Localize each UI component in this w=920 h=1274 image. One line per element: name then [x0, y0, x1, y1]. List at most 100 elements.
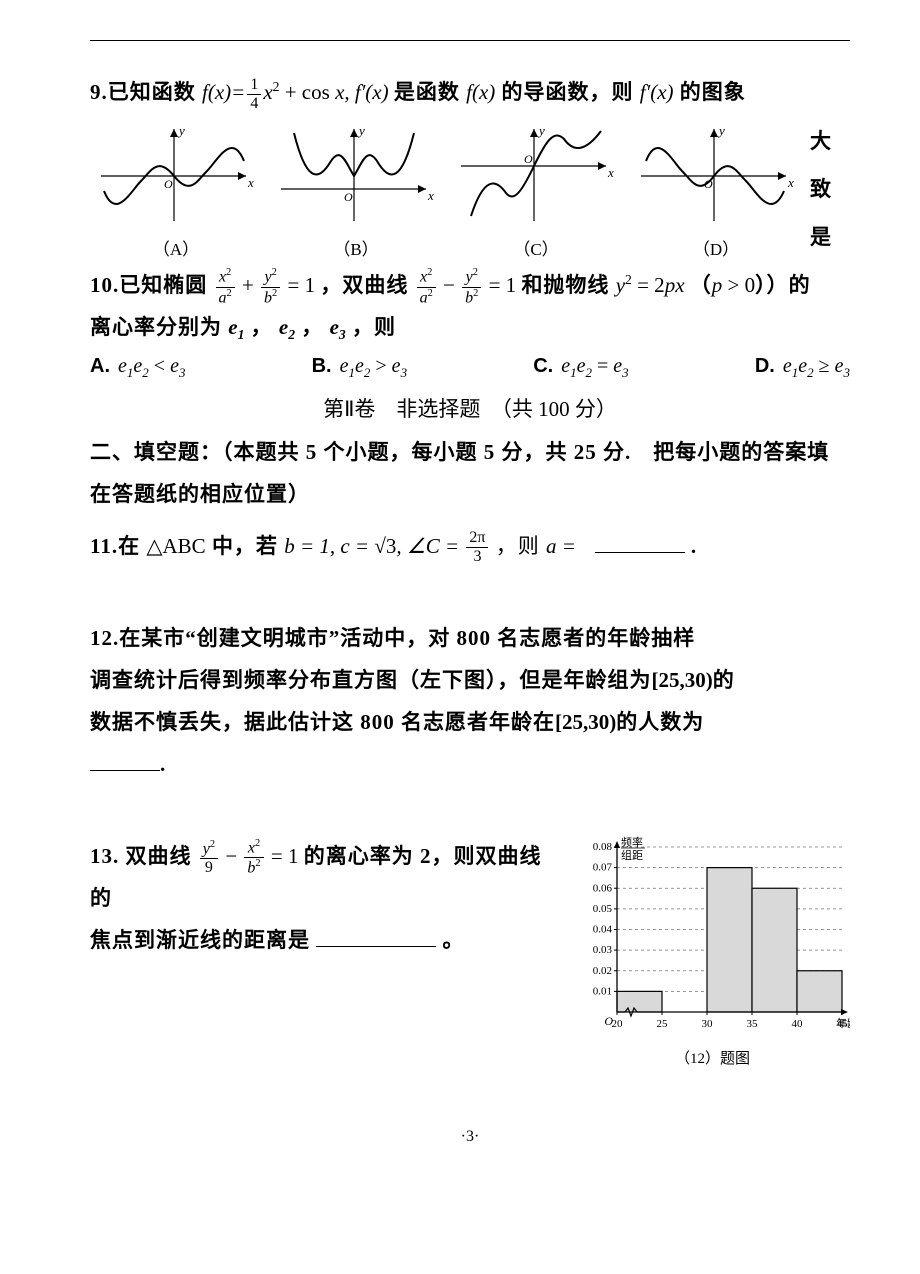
q10-parab-sup: 2 — [625, 272, 632, 287]
svg-text:O: O — [164, 177, 173, 191]
q10-opt-b-tag: B. — [312, 355, 332, 377]
question-12-l3: 数据不慎丢失，据此估计这 800 名志愿者年龄在[25,30)的人数为 — [90, 701, 850, 743]
q9-fx-lhs: f(x)= — [202, 80, 245, 104]
q9-plus-cos: + cos — [279, 80, 335, 104]
svg-text:组距: 组距 — [621, 848, 643, 862]
q10-parab: y2 = 2px — [616, 273, 690, 297]
q11-number: 11. — [90, 534, 118, 558]
q10-opt-d: D.e1e2 ≥ e3 — [755, 355, 850, 381]
q10-e3: e3 — [330, 315, 346, 339]
q9-graph-c: x y O — [456, 121, 616, 231]
ob-e1: e — [340, 355, 349, 377]
oc-e2: e — [577, 355, 586, 377]
q12-blank — [90, 747, 160, 770]
svg-text:35: 35 — [747, 1018, 759, 1030]
q9-number: 9. — [90, 80, 108, 104]
section-2-header-a: 第Ⅱ卷 非选择题 （共 100 分） — [90, 393, 850, 423]
od-rel: ≥ — [814, 355, 835, 377]
q11-pre: 在 — [118, 534, 140, 558]
svg-text:x: x — [607, 165, 614, 180]
q13-f1d: 9 — [200, 859, 218, 876]
svg-text:y: y — [357, 123, 365, 138]
q13-f1n: y — [203, 840, 210, 857]
q9-graph-d: x y O — [636, 121, 796, 231]
q13-f2ns: 2 — [255, 838, 260, 849]
q10-parab-y: y — [616, 273, 625, 297]
q11-sqrt3: √3 — [374, 534, 396, 558]
q12-l3b: 的人数为 — [616, 710, 704, 734]
svg-text:0.02: 0.02 — [593, 964, 612, 976]
q9-graphs-row: x y O （A） x y O （B） — [90, 121, 850, 260]
q12-period: . — [160, 752, 166, 776]
q9-fx2: f(x) — [466, 80, 495, 104]
svg-text:年龄: 年龄 — [836, 1016, 850, 1030]
question-11: 11.在 △ABC 中，若 b = 1, c = √3, ∠C = 2π3 ，则… — [90, 525, 850, 567]
q10-opt-c: C.e1e2 = e3 — [533, 355, 628, 381]
q9-graph-b: x y O — [276, 121, 436, 231]
side-char-1: 大 — [810, 125, 850, 155]
section-2-header-b: 二、填空题：（本题共 5 个小题，每小题 5 分，共 25 分. 把每小题的答案… — [90, 431, 850, 515]
svg-text:0.03: 0.03 — [593, 944, 613, 956]
q10-e1: e1 — [228, 315, 244, 339]
q12-l2b: 的 — [713, 668, 735, 692]
q9-text-pre: 已知函数 — [108, 80, 196, 104]
oa-e1: e — [118, 355, 127, 377]
q11-blank — [595, 529, 685, 552]
q10-hyp-xd: a — [420, 289, 428, 306]
q10-e2-e: e — [279, 315, 288, 339]
svg-text:0.07: 0.07 — [593, 861, 613, 873]
q11-period: . — [691, 534, 697, 558]
q10-hyper: x2a2 − y2b2 = 1 — [415, 273, 522, 297]
question-12-l4: . — [90, 743, 850, 785]
q10-cond-gt: > 0 — [722, 273, 755, 297]
svg-text:y: y — [717, 123, 725, 138]
q11-mid: 中，若 — [212, 534, 278, 558]
q9-x: x — [263, 80, 272, 104]
q10-cond-p: p — [712, 273, 723, 297]
oa-rel: < — [149, 355, 170, 377]
q13-hyper: y29 − x2b2 = 1 — [198, 844, 304, 868]
q10-opt-a: A.e1e2 < e3 — [90, 355, 185, 381]
q10-cond-open: （ — [690, 273, 712, 297]
q11-bc: b = 1, c = — [284, 534, 374, 558]
q9-frac-den: 4 — [247, 95, 261, 112]
q13-pre: 双曲线 — [119, 844, 191, 868]
q9-label-d: （D） — [630, 235, 802, 260]
q10-cond-close: ））的 — [755, 273, 811, 297]
q10-comma1: ， — [251, 315, 273, 339]
q9-mid: 是函数 — [394, 80, 460, 104]
ob-e3: e — [392, 355, 401, 377]
q13-l2a: 焦点到渐近线的距离是 — [90, 928, 310, 952]
q10-opt-c-tag: C. — [533, 355, 553, 377]
q13-frac2: x2b2 — [244, 839, 263, 877]
q13-number: 13. — [90, 844, 119, 868]
q12-l2a: 调查统计后得到频率分布直方图（左下图），但是年龄组为 — [90, 668, 652, 692]
q10-pre: 已知椭圆 — [119, 273, 207, 297]
q12-number: 12. — [90, 626, 119, 650]
svg-text:0.06: 0.06 — [593, 882, 613, 894]
q9-graph-c-cell: x y O （C） — [450, 121, 622, 260]
histogram-wrap: 0.080.070.060.050.040.030.020.0120253035… — [575, 835, 850, 1068]
svg-text:O: O — [524, 152, 533, 166]
q9-graph-b-cell: x y O （B） — [270, 121, 442, 260]
q10-number: 10. — [90, 273, 119, 297]
question-13: 13. 双曲线 y29 − x2b2 = 1 的离心率为 2，则双曲线的 焦点到… — [90, 835, 563, 961]
q10-ell-xn: x — [219, 269, 226, 286]
q10-opt-a-tag: A. — [90, 355, 110, 377]
oc-rel: = — [592, 355, 613, 377]
svg-text:x: x — [427, 188, 434, 203]
q10-ellipse: x2a2 + y2b2 = 1 — [214, 273, 321, 297]
svg-text:0.01: 0.01 — [593, 985, 612, 997]
q10-hyp-yn: y — [466, 269, 473, 286]
svg-text:20: 20 — [612, 1018, 624, 1030]
q13-eq1: = 1 — [271, 844, 299, 868]
q10-ell-xf: x2a2 — [216, 268, 235, 306]
q10-ell-rhs: = 1 — [288, 273, 316, 297]
svg-text:y: y — [537, 123, 545, 138]
q10-ell-yd: b — [264, 289, 272, 306]
q10-hyp-rhs: = 1 — [489, 273, 517, 297]
q10-e2-s: 2 — [288, 327, 295, 342]
oc-s3: 3 — [622, 365, 629, 380]
q9-graph-a: x y O — [96, 121, 256, 231]
svg-text:25: 25 — [657, 1018, 669, 1030]
